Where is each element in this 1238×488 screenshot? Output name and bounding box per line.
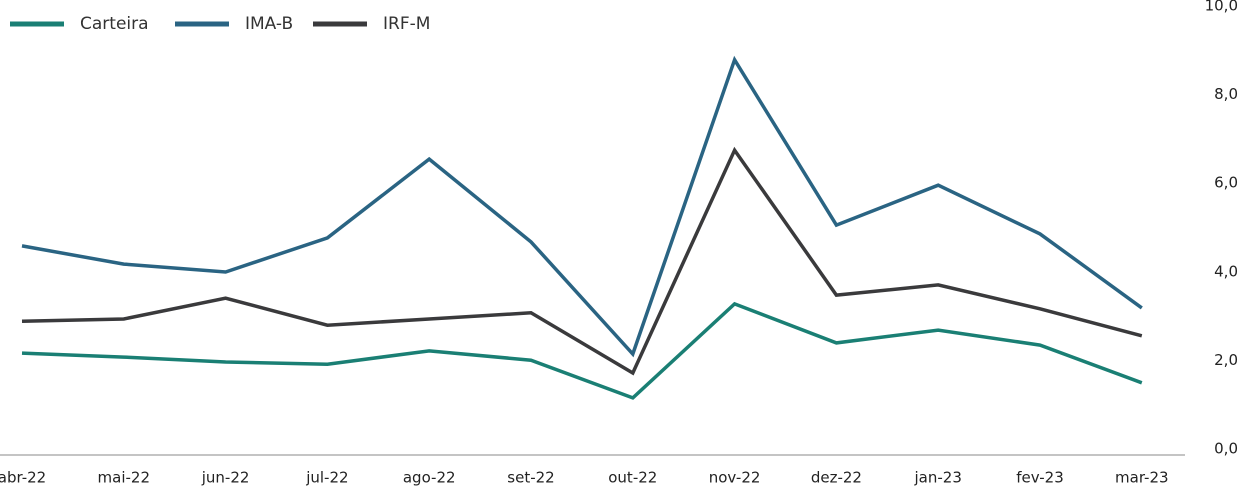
line-series — [21, 55, 1143, 358]
x-tick-label: dez-22 — [811, 469, 862, 487]
y-tick-label: 6,0 — [1214, 174, 1238, 192]
legend-label: IMA-B — [245, 14, 293, 34]
legend-label: Carteira — [80, 14, 149, 34]
x-tick-label: abr-22 — [0, 469, 46, 487]
line-series — [21, 301, 1143, 400]
x-tick-label: nov-22 — [709, 469, 761, 487]
x-tick-label: fev-23 — [1016, 469, 1063, 487]
x-tick-label: out-22 — [608, 469, 657, 487]
x-tick-label: jul-22 — [305, 469, 348, 487]
y-tick-label: 8,0 — [1214, 85, 1238, 103]
x-tick-label: jan-23 — [914, 469, 962, 487]
x-tick-label: mar-23 — [1115, 469, 1169, 487]
line-series — [21, 146, 1143, 376]
y-tick-label: 4,0 — [1214, 262, 1238, 280]
y-tick-label: 0,0 — [1214, 440, 1238, 458]
x-tick-label: set-22 — [507, 469, 554, 487]
x-tick-label: ago-22 — [403, 469, 456, 487]
x-tick-label: jun-22 — [201, 469, 250, 487]
y-tick-label: 10,0 — [1205, 0, 1238, 15]
y-tick-label: 2,0 — [1214, 351, 1238, 369]
x-tick-label: mai-22 — [98, 469, 150, 487]
legend-label: IRF-M — [383, 14, 430, 34]
